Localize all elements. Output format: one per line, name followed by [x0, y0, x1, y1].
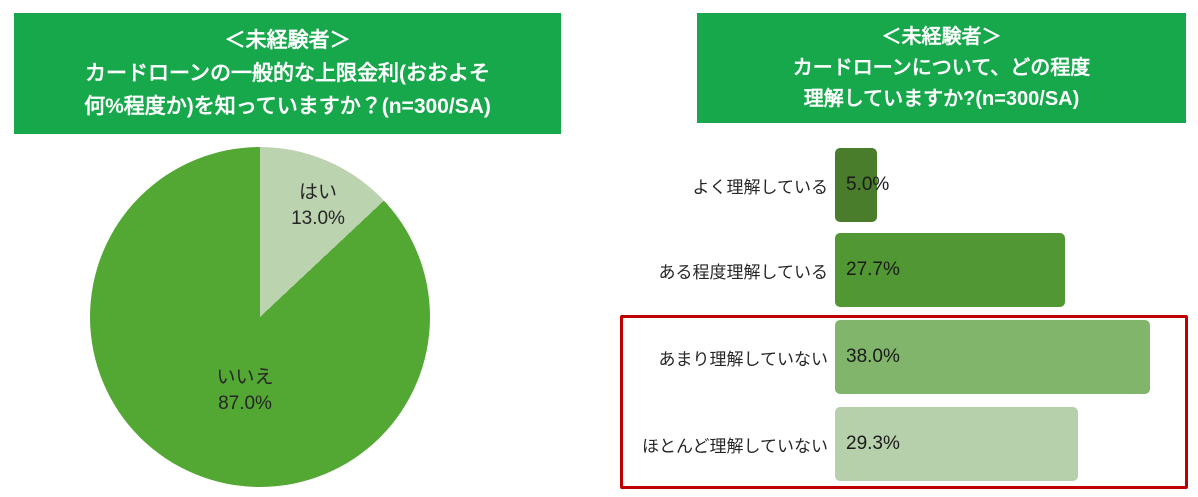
bar-value-label: 5.0%	[846, 174, 890, 195]
bar-category-label: ほとんど理解していない	[642, 436, 828, 456]
bar-value-label: 29.3%	[846, 433, 900, 454]
pie-slice-yes-name: はい	[298, 182, 337, 203]
bar-chart-title: ＜未経験者＞ カードローンについて、どの程度 理解していますか?(n=300/S…	[697, 13, 1186, 123]
bar-fill	[835, 148, 877, 222]
bar-value-label: 27.7%	[846, 259, 900, 280]
bar-title-line-2: カードローンについて、どの程度	[792, 56, 1091, 79]
bar-fill	[835, 407, 1078, 481]
bar-category-label: ある程度理解している	[658, 262, 829, 282]
pie-title-line-2: カードローンの一般的な上限金利(おおよそ	[85, 62, 490, 85]
bar-fill	[835, 320, 1150, 394]
pie-title-line-1: ＜未経験者＞	[224, 29, 351, 52]
pie-chart	[90, 147, 430, 487]
bar-value-label: 38.0%	[846, 346, 900, 367]
bar-fill	[835, 233, 1065, 307]
pie-chart-title: ＜未経験者＞ カードローンの一般的な上限金利(おおよそ 何%程度か)を知っていま…	[14, 13, 561, 134]
pie-slice-yes-value: 13.0%	[291, 208, 345, 229]
pie-slice-no-name: いいえ	[216, 367, 274, 388]
pie-slice-no-value: 87.0%	[218, 393, 272, 414]
bar-category-label: あまり理解していない	[658, 349, 829, 369]
pie-slice-label-no: いいえ 87.0%	[175, 365, 315, 417]
bar-row: ある程度理解している 27.7%	[610, 233, 1195, 307]
bar-row: あまり理解していない 38.0%	[610, 320, 1195, 394]
bar-title-line-1: ＜未経験者＞	[881, 25, 1002, 48]
pie-slice-label-yes: はい 13.0%	[248, 180, 388, 232]
pie-title-line-3: 何%程度か)を知っていますか？(n=300/SA)	[84, 95, 491, 118]
bar-row: よく理解している 5.0%	[610, 148, 1195, 222]
bar-title-line-3: 理解していますか?(n=300/SA)	[803, 87, 1080, 110]
bar-category-label: よく理解している	[692, 177, 829, 197]
bar-row: ほとんど理解していない 29.3%	[610, 407, 1195, 481]
